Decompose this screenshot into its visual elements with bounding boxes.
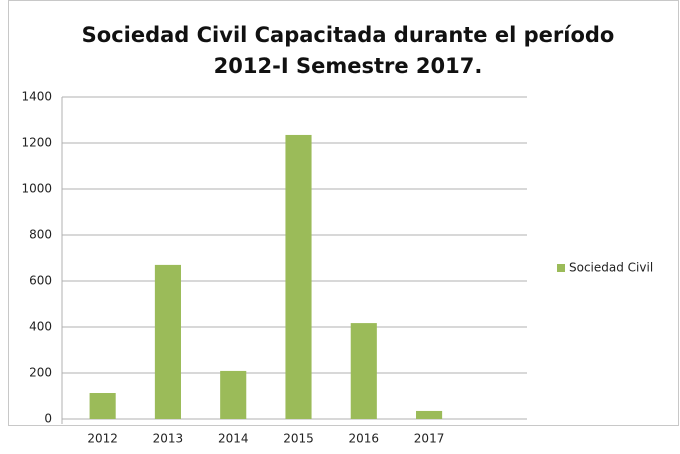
x-tick-label: 2015 — [283, 432, 314, 446]
x-tick-label: 2017 — [414, 432, 445, 446]
bar — [220, 370, 247, 419]
y-tick-label: 400 — [29, 320, 52, 334]
y-tick-label: 600 — [29, 274, 52, 288]
bar — [89, 393, 116, 419]
y-tick-label: 0 — [44, 412, 52, 426]
bar — [154, 264, 181, 419]
chart-title: Sociedad Civil Capacitada durante el per… — [82, 23, 615, 47]
legend-swatch — [557, 264, 565, 272]
y-tick-label: 1400 — [21, 90, 52, 104]
y-tick-label: 800 — [29, 228, 52, 242]
bar — [350, 323, 377, 419]
x-tick-label: 2013 — [153, 432, 184, 446]
bar — [285, 134, 312, 419]
chart-frame — [8, 0, 679, 426]
y-tick-label: 1200 — [21, 136, 52, 150]
legend-label: Sociedad Civil — [569, 261, 653, 275]
x-tick-label: 2014 — [218, 432, 249, 446]
x-tick-label: 2012 — [87, 432, 118, 446]
bar — [416, 410, 443, 419]
x-tick-label: 2016 — [349, 432, 380, 446]
y-tick-label: 1000 — [21, 182, 52, 196]
y-tick-label: 200 — [29, 366, 52, 380]
chart-title: 2012-I Semestre 2017. — [214, 54, 483, 78]
